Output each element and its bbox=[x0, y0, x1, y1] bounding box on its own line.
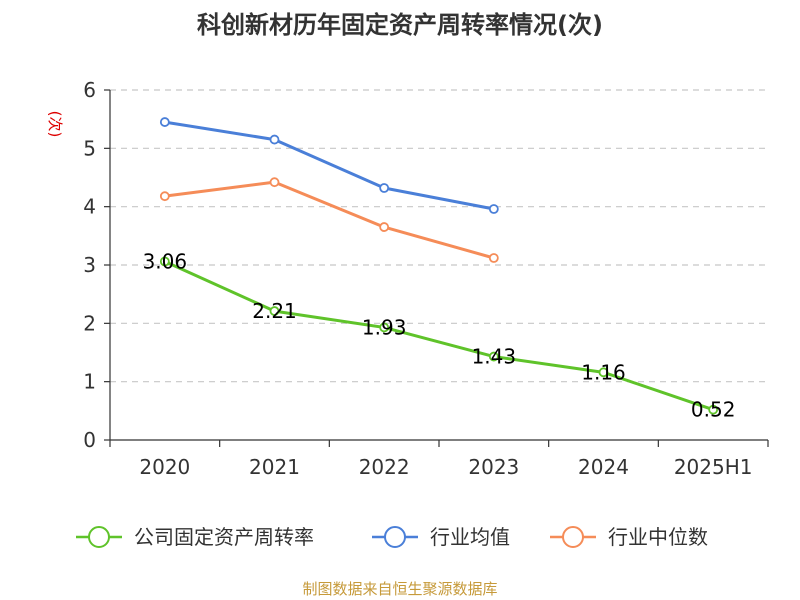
series-2-point-2022 bbox=[379, 222, 390, 232]
legend: 公司固定资产周转率 行业均值 行业中位数 bbox=[76, 525, 708, 549]
legend-label-2: 行业中位数 bbox=[608, 525, 708, 549]
legend-swatch-marker-2 bbox=[562, 526, 584, 548]
data-label-2024: 1.16 bbox=[581, 360, 626, 384]
series-1-point-2023 bbox=[488, 204, 499, 214]
series-2-point-2020 bbox=[159, 191, 170, 202]
grid-layer bbox=[110, 89, 768, 383]
series-line-2 bbox=[164, 180, 495, 260]
legend-item-2: 行业中位数 bbox=[550, 525, 708, 549]
data-label-2025H1: 0.52 bbox=[691, 398, 736, 422]
series-2-point-2021 bbox=[269, 177, 280, 188]
series-0-point-2024 bbox=[598, 367, 609, 378]
x-tick-label-2020: 2020 bbox=[139, 455, 190, 479]
x-tick-label-2024: 2024 bbox=[578, 455, 629, 479]
series-1-point-2020 bbox=[159, 117, 170, 127]
legend-item-0: 公司固定资产周转率 bbox=[76, 525, 314, 549]
data-label-2022: 1.93 bbox=[362, 315, 407, 339]
series-line-1 bbox=[164, 120, 495, 211]
x-tick-label-2022: 2022 bbox=[359, 455, 410, 479]
data-label-2023: 1.43 bbox=[472, 345, 517, 369]
source-note: 制图数据来自恒生聚源数据库 bbox=[302, 580, 497, 598]
legend-item-1: 行业均值 bbox=[372, 525, 510, 549]
x-tick-label-2023: 2023 bbox=[468, 455, 519, 479]
y-tick-label-2: 2 bbox=[83, 311, 96, 335]
legend-label-1: 行业均值 bbox=[430, 525, 510, 549]
y-axis-unit-label: (次) bbox=[46, 111, 64, 138]
legend-swatch-marker-1 bbox=[384, 526, 406, 548]
x-tick-label-2025H1: 2025H1 bbox=[674, 455, 753, 479]
chart-title: 科创新材历年固定资产周转率情况(次) bbox=[197, 11, 603, 39]
y-tick-label-3: 3 bbox=[83, 253, 96, 277]
series-1-point-2021 bbox=[269, 134, 280, 145]
label-layer: 3.06 2.21 1.93 1.43 1.16 0.52 bbox=[143, 250, 736, 422]
y-tick-label-4: 4 bbox=[83, 195, 96, 219]
y-tick-label-0: 0 bbox=[83, 428, 96, 452]
series-1-point-2022 bbox=[379, 183, 390, 193]
y-tick-label-6: 6 bbox=[83, 78, 96, 102]
series-layer bbox=[159, 117, 719, 415]
legend-label-0: 公司固定资产周转率 bbox=[134, 525, 314, 549]
series-0-point-2025H1 bbox=[708, 404, 719, 415]
data-label-2020: 3.06 bbox=[143, 250, 188, 274]
series-line-0 bbox=[164, 260, 714, 412]
y-tick-label-1: 1 bbox=[83, 370, 96, 394]
x-tick-label-2021: 2021 bbox=[249, 455, 300, 479]
series-0-point-2022 bbox=[379, 322, 390, 333]
series-2-point-2023 bbox=[488, 253, 499, 263]
series-0-point-2023 bbox=[488, 351, 499, 362]
legend-swatch-marker-0 bbox=[88, 526, 110, 548]
data-label-2021: 2.21 bbox=[252, 299, 297, 323]
series-0-point-2021 bbox=[269, 306, 280, 316]
axis-layer: 0 1 2 3 4 5 6 2020 2021 2022 2023 2024 2025H1 bbox=[83, 78, 769, 479]
series-0-point-2020 bbox=[159, 256, 170, 267]
y-tick-label-5: 5 bbox=[83, 136, 96, 160]
